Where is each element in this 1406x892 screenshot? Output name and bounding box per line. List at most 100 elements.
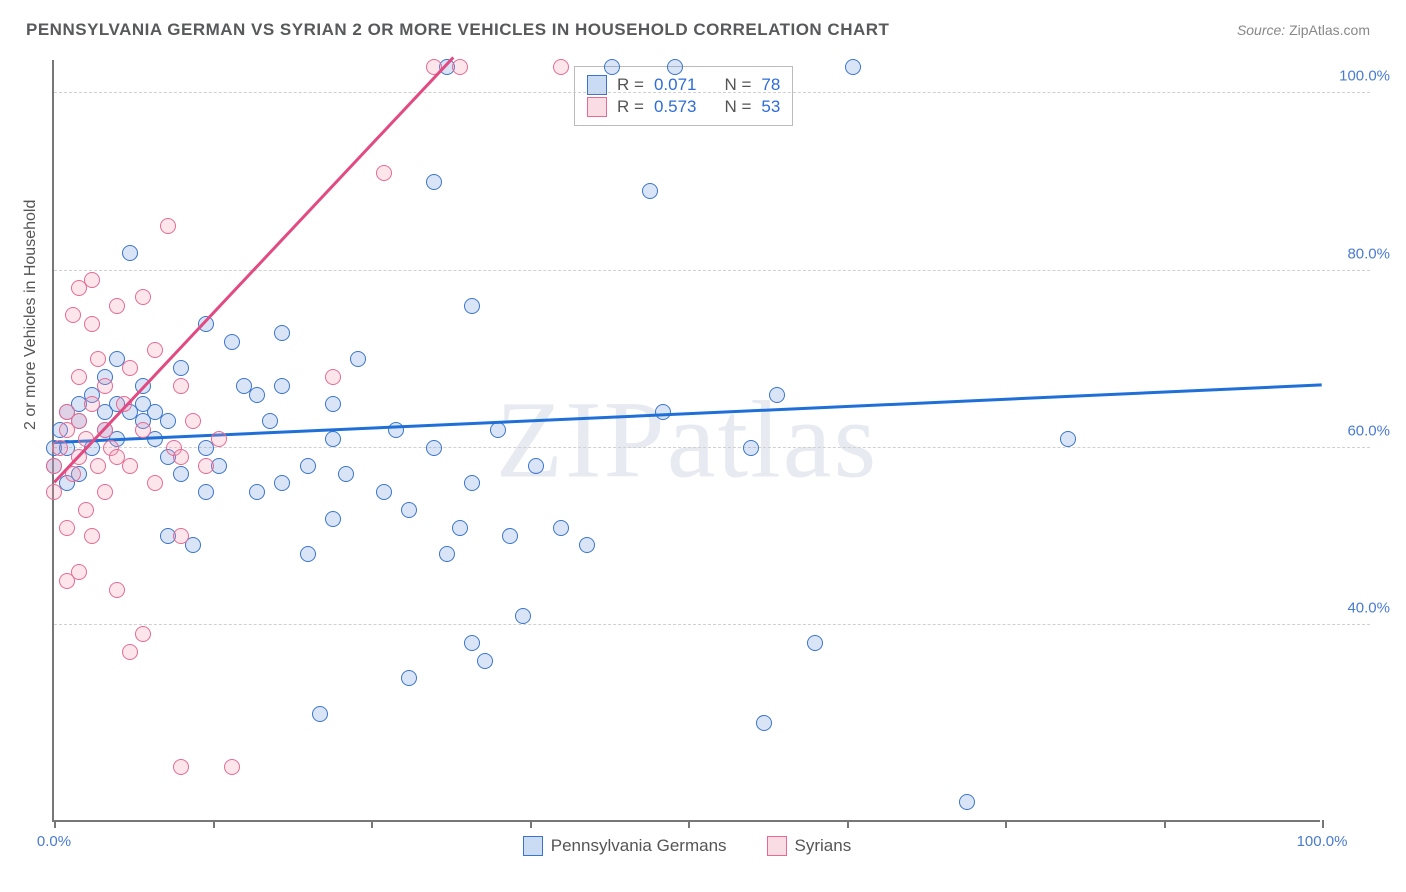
scatter-point <box>959 794 975 810</box>
scatter-point <box>756 715 772 731</box>
y-tick-label: 40.0% <box>1330 600 1390 617</box>
scatter-point <box>84 316 100 332</box>
scatter-point <box>325 369 341 385</box>
scatter-point <box>376 484 392 500</box>
gridline <box>54 92 1370 93</box>
scatter-point <box>59 520 75 536</box>
scatter-point <box>262 413 278 429</box>
scatter-point <box>743 440 759 456</box>
scatter-plot: ZIPatlas R =0.071N =78R =0.573N =53 Penn… <box>52 60 1320 822</box>
scatter-point <box>769 387 785 403</box>
scatter-point <box>350 351 366 367</box>
scatter-point <box>71 564 87 580</box>
scatter-point <box>477 653 493 669</box>
scatter-point <box>667 59 683 75</box>
scatter-point <box>464 298 480 314</box>
scatter-point <box>71 369 87 385</box>
scatter-point <box>46 484 62 500</box>
scatter-point <box>325 396 341 412</box>
watermark: ZIPatlas <box>496 377 879 504</box>
scatter-point <box>109 298 125 314</box>
scatter-point <box>90 458 106 474</box>
scatter-point <box>376 165 392 181</box>
scatter-point <box>135 422 151 438</box>
legend-item: Pennsylvania Germans <box>523 836 727 856</box>
x-tick <box>54 820 56 828</box>
scatter-point <box>122 458 138 474</box>
scatter-point <box>198 484 214 500</box>
scatter-point <box>173 360 189 376</box>
scatter-point <box>173 759 189 775</box>
legend-label: Syrians <box>795 836 852 856</box>
scatter-point <box>439 546 455 562</box>
scatter-point <box>135 626 151 642</box>
scatter-point <box>553 520 569 536</box>
scatter-point <box>338 466 354 482</box>
legend-item: Syrians <box>767 836 852 856</box>
x-tick <box>1322 820 1324 828</box>
x-tick-label: 0.0% <box>37 833 71 850</box>
legend: Pennsylvania Germans Syrians <box>54 836 1320 856</box>
scatter-point <box>122 245 138 261</box>
scatter-point <box>46 458 62 474</box>
scatter-point <box>147 342 163 358</box>
gridline <box>54 447 1370 448</box>
n-value: 53 <box>761 97 780 117</box>
scatter-point <box>84 528 100 544</box>
scatter-point <box>300 458 316 474</box>
scatter-point <box>452 59 468 75</box>
scatter-point <box>160 413 176 429</box>
scatter-point <box>71 413 87 429</box>
scatter-point <box>173 466 189 482</box>
scatter-point <box>426 174 442 190</box>
scatter-point <box>464 635 480 651</box>
scatter-point <box>642 183 658 199</box>
scatter-point <box>845 59 861 75</box>
scatter-point <box>249 484 265 500</box>
correlation-box: R =0.071N =78R =0.573N =53 <box>574 66 793 126</box>
x-tick <box>847 820 849 828</box>
source-value: ZipAtlas.com <box>1289 22 1370 38</box>
legend-swatch-icon <box>587 97 607 117</box>
scatter-point <box>185 413 201 429</box>
scatter-point <box>84 396 100 412</box>
r-value: 0.573 <box>654 97 697 117</box>
scatter-point <box>211 431 227 447</box>
scatter-point <box>173 528 189 544</box>
scatter-point <box>274 378 290 394</box>
scatter-point <box>249 387 265 403</box>
correlation-row: R = 0.573 N = 53 <box>587 97 780 117</box>
scatter-point <box>97 484 113 500</box>
x-tick <box>688 820 690 828</box>
scatter-point <box>426 440 442 456</box>
x-tick <box>530 820 532 828</box>
scatter-point <box>173 378 189 394</box>
scatter-point <box>452 520 468 536</box>
y-tick-label: 100.0% <box>1330 68 1390 85</box>
x-tick <box>213 820 215 828</box>
y-tick-label: 60.0% <box>1330 422 1390 439</box>
scatter-point <box>401 502 417 518</box>
scatter-point <box>224 759 240 775</box>
y-axis-label: 2 or more Vehicles in Household <box>22 200 40 430</box>
x-tick <box>1005 820 1007 828</box>
legend-label: Pennsylvania Germans <box>551 836 727 856</box>
source-label: Source: <box>1237 22 1285 38</box>
scatter-point <box>325 431 341 447</box>
scatter-point <box>90 351 106 367</box>
scatter-point <box>464 475 480 491</box>
scatter-point <box>515 608 531 624</box>
gridline <box>54 624 1370 625</box>
x-tick <box>371 820 373 828</box>
x-tick-label: 100.0% <box>1297 833 1348 850</box>
r-label: R = <box>617 97 644 117</box>
scatter-point <box>604 59 620 75</box>
scatter-point <box>224 334 240 350</box>
legend-swatch-icon <box>523 836 543 856</box>
scatter-point <box>1060 431 1076 447</box>
scatter-point <box>147 475 163 491</box>
scatter-point <box>274 325 290 341</box>
chart-title: PENNSYLVANIA GERMAN VS SYRIAN 2 OR MORE … <box>26 20 889 40</box>
scatter-point <box>579 537 595 553</box>
n-label: N = <box>724 97 751 117</box>
